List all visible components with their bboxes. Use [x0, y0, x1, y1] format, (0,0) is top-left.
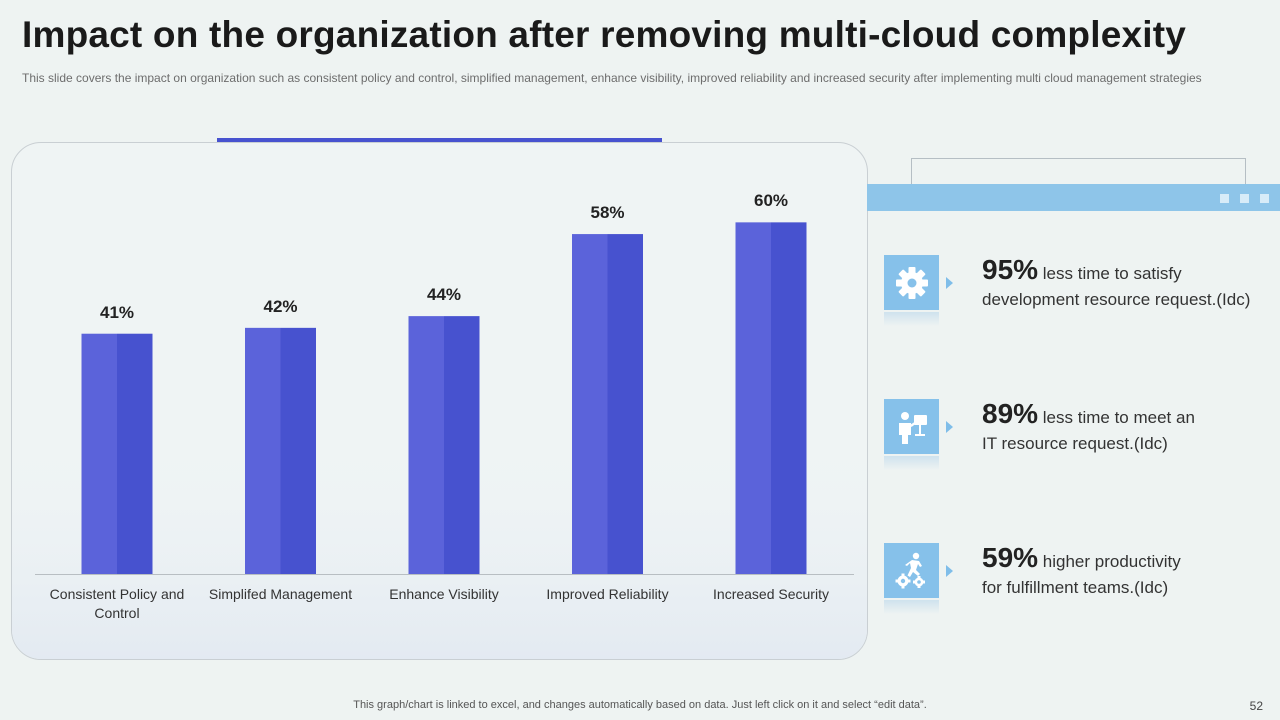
bar-left-face	[245, 327, 281, 574]
stat-percent: 59%	[982, 542, 1039, 573]
stat-text-line1: less time to meet an	[1042, 408, 1195, 427]
band-dot	[1240, 194, 1249, 203]
icon-reflection	[884, 312, 939, 326]
runner-gears-icon	[895, 552, 925, 588]
bar-right-face	[444, 316, 480, 574]
stat-text-line1: higher productivity	[1042, 552, 1181, 571]
band-dot	[1260, 194, 1269, 203]
bar-value-label: 58%	[590, 203, 625, 223]
category-tick-label: Improved Reliability	[546, 586, 669, 602]
gear-icon	[895, 266, 928, 299]
footer-note: This graph/chart is linked to excel, and…	[353, 699, 927, 711]
bar[interactable]	[735, 222, 807, 574]
stat-text-line2: development resource request.(Idc)	[982, 290, 1251, 309]
bar-chart	[12, 222, 867, 659]
category-tick-label: Simplifed Management	[208, 586, 353, 602]
bar-left-face	[81, 333, 117, 574]
connector-line	[911, 158, 1246, 189]
bar-value-label: 41%	[99, 302, 135, 322]
category-tick-label: Consistent Policy and Control	[49, 586, 185, 621]
bar-right-face	[771, 222, 807, 574]
bar[interactable]	[408, 316, 480, 574]
bar-right-face	[280, 327, 316, 574]
team-presenter-icon-tile	[884, 399, 939, 454]
pointer-arrow-icon	[946, 421, 953, 433]
pointer-arrow-icon	[946, 277, 953, 289]
bar-chart-panel[interactable]: 41% Consistent Policy and Control 42% Simpl…	[11, 142, 868, 660]
stat-item: 89% less time to meet an IT resource req…	[982, 398, 1272, 457]
category-tick-label: Increased Security	[713, 586, 829, 602]
stat-item: 95% less time to satisfy development res…	[982, 254, 1272, 313]
slide-title: Impact on the organization after removin…	[22, 14, 1187, 55]
pointer-arrow-icon	[946, 565, 953, 577]
stat-percent: 95%	[982, 254, 1039, 285]
icon-reflection	[884, 600, 939, 614]
category-tick-label: Enhance Visibility	[389, 586, 499, 602]
stat-percent: 89%	[982, 398, 1039, 429]
header-band	[867, 184, 1280, 211]
stat-item: 59% higher productivity for fulfillment …	[982, 542, 1272, 601]
bar-value-label: 60%	[753, 191, 789, 211]
icon-reflection	[884, 456, 939, 470]
stat-text-line2: for fulfillment teams.(Idc)	[982, 578, 1169, 597]
page-number: 52	[1249, 699, 1263, 713]
bar[interactable]	[81, 333, 153, 574]
band-dot	[1220, 194, 1229, 203]
slide-subtitle: This slide covers the impact on organiza…	[22, 71, 1202, 85]
gear-icon-tile	[884, 255, 939, 310]
bar-right-face	[117, 333, 153, 574]
bar[interactable]	[245, 327, 316, 574]
bar-right-face	[607, 234, 643, 574]
accent-bar	[217, 138, 662, 144]
bar-value-label: 42%	[263, 296, 298, 316]
runner-gears-icon-tile	[884, 543, 939, 598]
bar-left-face	[572, 234, 608, 574]
team-presenter-icon	[898, 411, 927, 444]
stat-text-line1: less time to satisfy	[1042, 264, 1182, 283]
bar-left-face	[408, 316, 444, 574]
stat-text-line2: IT resource request.(Idc)	[982, 434, 1168, 453]
bar-value-label: 44%	[426, 285, 462, 305]
bar-left-face	[735, 222, 771, 574]
bar[interactable]	[572, 234, 643, 574]
